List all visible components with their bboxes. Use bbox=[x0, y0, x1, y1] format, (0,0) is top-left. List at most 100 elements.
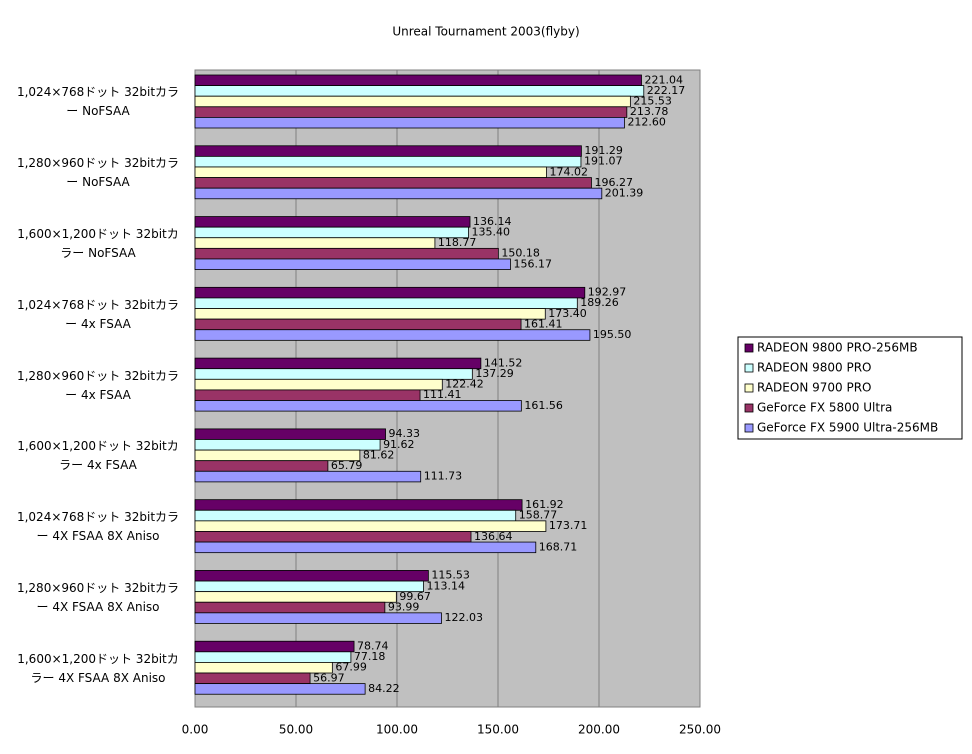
bar bbox=[194, 591, 397, 603]
bar bbox=[194, 247, 499, 260]
bar bbox=[194, 74, 642, 87]
value-label: 78.74 bbox=[357, 640, 389, 653]
bar bbox=[194, 580, 424, 593]
value-label: 158.77 bbox=[519, 509, 558, 522]
bar bbox=[194, 499, 523, 511]
bar bbox=[194, 439, 381, 451]
bar bbox=[194, 460, 329, 472]
value-label: 191.07 bbox=[584, 155, 623, 168]
bar bbox=[194, 672, 311, 685]
bar bbox=[194, 318, 522, 331]
bar bbox=[194, 155, 582, 168]
value-label: 93.99 bbox=[388, 601, 420, 614]
bar bbox=[194, 509, 517, 522]
value-label: 81.62 bbox=[363, 448, 395, 461]
value-label: 161.41 bbox=[524, 317, 563, 330]
bar bbox=[194, 216, 471, 228]
x-tick-label: 100.00 bbox=[376, 723, 418, 737]
y-tick-label: 1,280×960ドット 32bitカラー NoFSAA bbox=[16, 156, 180, 190]
bar bbox=[194, 389, 421, 401]
value-label: 161.92 bbox=[525, 498, 564, 511]
value-label: 136.64 bbox=[474, 530, 513, 543]
bar bbox=[194, 357, 482, 370]
value-label: 111.73 bbox=[424, 470, 463, 483]
x-tick-label: 50.00 bbox=[279, 723, 313, 737]
value-label: 141.52 bbox=[484, 356, 522, 369]
y-tick-label: 1,024×768ドット 32bitカラー NoFSAA bbox=[16, 85, 180, 119]
value-label: 77.18 bbox=[354, 650, 386, 663]
legend-label: GeForce FX 5800 Ultra bbox=[757, 401, 892, 415]
value-label: 212.60 bbox=[627, 116, 666, 129]
x-tick-label: 250.00 bbox=[679, 723, 721, 737]
y-tick-label: 1,024×768ドット 32bitカラー 4x FSAA bbox=[16, 297, 180, 331]
value-label: 135.40 bbox=[472, 225, 511, 238]
bar bbox=[194, 612, 442, 624]
bar bbox=[194, 368, 473, 380]
value-label: 150.18 bbox=[501, 247, 540, 260]
value-label: 91.62 bbox=[383, 438, 415, 451]
value-label: 221.04 bbox=[645, 73, 684, 86]
value-label: 195.50 bbox=[593, 328, 632, 341]
bar bbox=[194, 531, 472, 543]
bar bbox=[194, 378, 443, 391]
value-label: 191.29 bbox=[584, 144, 623, 157]
y-tick-label: 1,024×768ドット 32bitカラー 4X FSAA 8X Aniso bbox=[16, 510, 180, 544]
bar bbox=[194, 187, 603, 200]
chart-title: Unreal Tournament 2003(flyby) bbox=[392, 25, 579, 39]
legend-label: GeForce FX 5900 Ultra-256MB bbox=[757, 421, 938, 435]
value-label: 56.97 bbox=[313, 671, 345, 684]
legend-swatch bbox=[744, 383, 754, 393]
value-label: 161.56 bbox=[524, 399, 563, 412]
bar bbox=[194, 570, 429, 582]
bar bbox=[194, 400, 522, 412]
bar bbox=[194, 237, 436, 249]
value-label: 118.77 bbox=[438, 236, 477, 249]
bar bbox=[194, 308, 546, 320]
y-tick-label: 1,600×1,200ドット 32bitカラー 4x FSAA bbox=[17, 439, 179, 473]
legend-swatch bbox=[744, 343, 754, 353]
bar bbox=[194, 470, 422, 483]
value-label: 173.40 bbox=[548, 307, 587, 320]
y-tick-label: 1,600×1,200ドット 32bitカラー 4X FSAA 8X Aniso bbox=[17, 651, 179, 685]
bar bbox=[194, 226, 469, 239]
value-label: 168.71 bbox=[539, 540, 578, 553]
bar bbox=[194, 166, 547, 178]
value-label: 213.78 bbox=[630, 105, 669, 118]
value-label: 201.39 bbox=[605, 186, 644, 199]
value-label: 189.26 bbox=[580, 296, 619, 309]
bar bbox=[194, 117, 625, 129]
x-tick-label: 200.00 bbox=[578, 723, 620, 737]
value-label: 192.97 bbox=[588, 286, 627, 299]
bar bbox=[194, 662, 333, 674]
bar bbox=[194, 297, 578, 309]
y-tick-label: 1,600×1,200ドット 32bitカラー NoFSAA bbox=[17, 226, 179, 260]
bar bbox=[194, 428, 386, 440]
value-label: 113.14 bbox=[427, 579, 466, 592]
value-label: 65.79 bbox=[331, 459, 363, 472]
bar bbox=[194, 286, 586, 299]
value-label: 222.17 bbox=[647, 84, 686, 97]
bar bbox=[194, 95, 631, 108]
value-label: 173.71 bbox=[549, 519, 588, 532]
value-label: 196.27 bbox=[594, 176, 633, 189]
bar bbox=[194, 541, 537, 554]
value-label: 156.17 bbox=[513, 257, 552, 270]
bar bbox=[194, 651, 352, 663]
bar bbox=[194, 683, 366, 695]
value-label: 99.67 bbox=[399, 590, 431, 603]
value-label: 122.03 bbox=[445, 611, 484, 624]
value-label: 174.02 bbox=[550, 165, 589, 178]
legend-label: RADEON 9800 PRO-256MB bbox=[757, 341, 918, 355]
value-label: 94.33 bbox=[389, 427, 421, 440]
bar bbox=[194, 601, 386, 614]
value-label: 111.41 bbox=[423, 388, 462, 401]
bar bbox=[194, 640, 355, 653]
legend-swatch bbox=[744, 403, 754, 413]
bar bbox=[194, 145, 582, 157]
y-tick-label: 1,280×960ドット 32bitカラー 4x FSAA bbox=[16, 368, 180, 402]
value-label: 84.22 bbox=[368, 682, 400, 695]
legend-swatch bbox=[744, 423, 754, 433]
x-tick-label: 150.00 bbox=[477, 723, 519, 737]
